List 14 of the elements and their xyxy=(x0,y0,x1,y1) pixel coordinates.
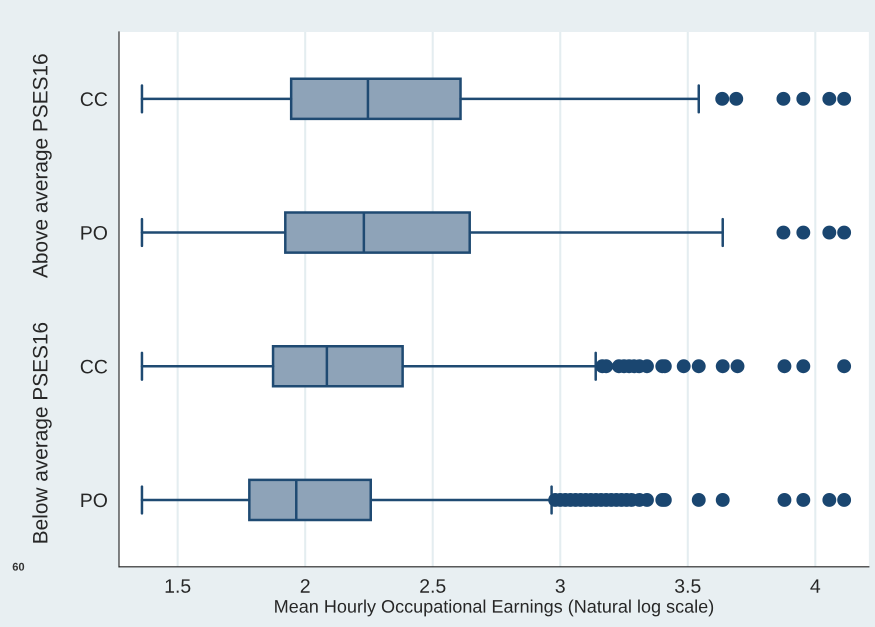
y-tick-label: CC xyxy=(80,360,108,374)
x-tick-label: 3 xyxy=(556,579,565,593)
x-tick-label: 3.5 xyxy=(675,579,700,593)
x-tick-label: 1.5 xyxy=(166,579,190,593)
x-tick-label: 2 xyxy=(300,579,310,593)
y-tick-label: PO xyxy=(81,493,107,508)
y-tick-label: CC xyxy=(80,92,108,106)
x-tick-label: 4 xyxy=(810,579,820,593)
text: Above average PSES16 xyxy=(32,54,52,278)
text: Below average PSES16 xyxy=(32,322,52,543)
text: 60 xyxy=(12,562,24,571)
x-tick-label: 2.5 xyxy=(420,579,446,593)
x-axis-title: Mean Hourly Occupational Earnings (Natural log scale) xyxy=(275,600,714,616)
y-tick-label: PO xyxy=(81,226,107,240)
